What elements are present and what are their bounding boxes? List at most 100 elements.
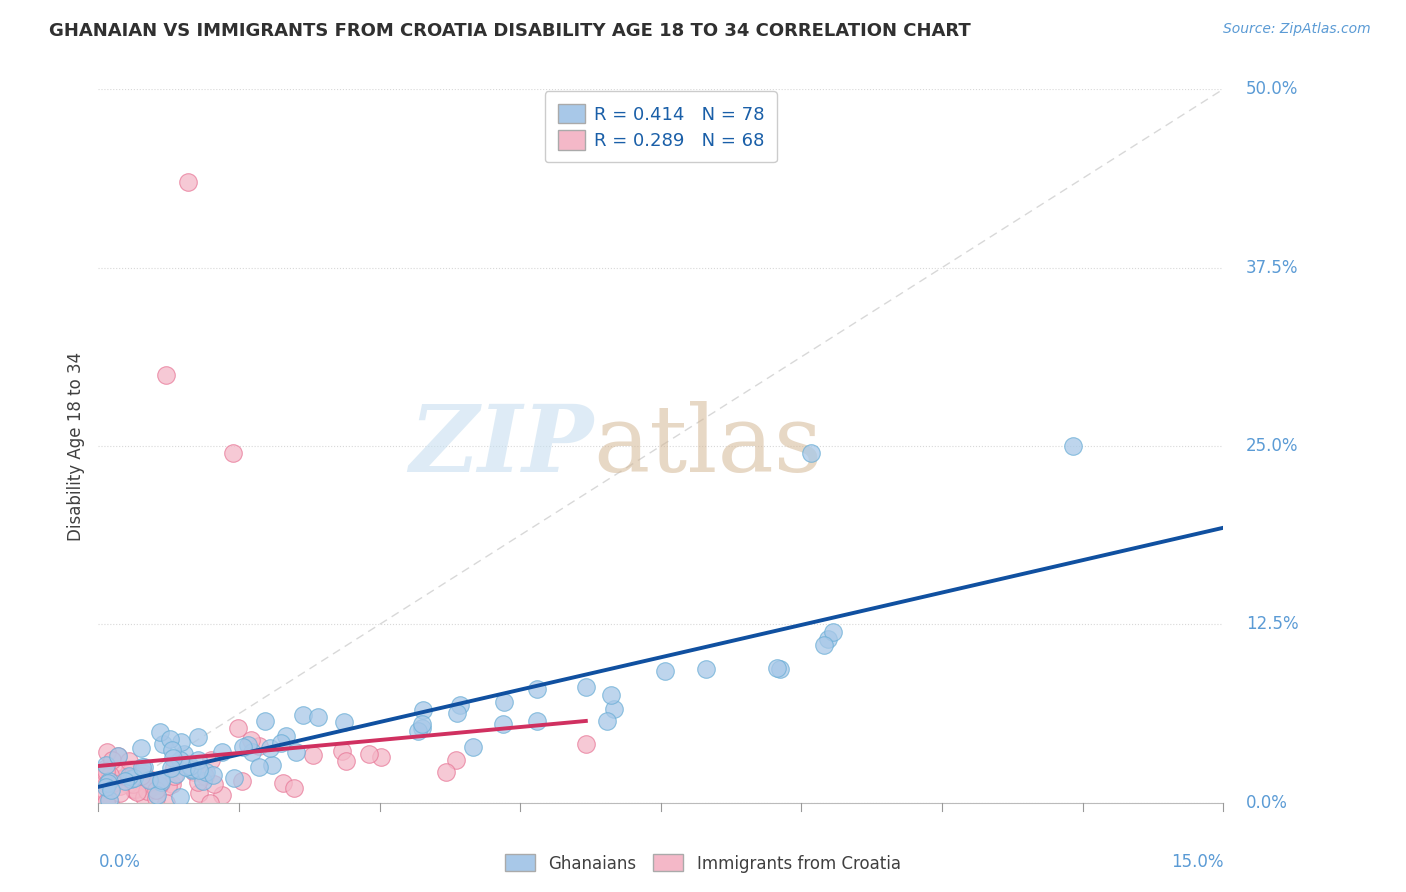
Point xyxy=(449,698,471,712)
Point xyxy=(766,660,789,674)
Point xyxy=(155,796,177,810)
Point xyxy=(800,446,823,460)
Point xyxy=(94,780,117,795)
Point xyxy=(145,782,167,797)
Point xyxy=(94,760,117,774)
Point xyxy=(96,745,118,759)
Point xyxy=(291,708,314,723)
Point xyxy=(107,748,129,763)
Point xyxy=(411,721,433,735)
Point xyxy=(103,776,125,790)
Point xyxy=(575,738,598,752)
Point xyxy=(159,731,181,746)
Point xyxy=(240,745,263,759)
Point xyxy=(155,368,177,382)
Point xyxy=(492,717,515,731)
Point xyxy=(163,769,186,783)
Point xyxy=(187,730,209,744)
Point xyxy=(122,772,145,786)
Point xyxy=(115,768,138,782)
Point xyxy=(94,766,117,780)
Point xyxy=(149,724,172,739)
Point xyxy=(122,777,145,791)
Point xyxy=(94,777,117,791)
Text: GHANAIAN VS IMMIGRANTS FROM CROATIA DISABILITY AGE 18 TO 34 CORRELATION CHART: GHANAIAN VS IMMIGRANTS FROM CROATIA DISA… xyxy=(49,22,972,40)
Point xyxy=(202,768,225,782)
Point xyxy=(187,753,209,767)
Point xyxy=(260,758,283,772)
Point xyxy=(494,695,516,709)
Point xyxy=(232,739,254,754)
Point xyxy=(654,664,676,678)
Point xyxy=(118,769,141,783)
Point xyxy=(94,757,117,772)
Point xyxy=(231,774,253,789)
Point xyxy=(187,763,209,777)
Point xyxy=(165,767,187,781)
Point xyxy=(120,772,142,786)
Text: ZIP: ZIP xyxy=(409,401,593,491)
Point xyxy=(129,741,152,756)
Point xyxy=(159,761,181,775)
Point xyxy=(146,789,169,803)
Point xyxy=(96,785,118,799)
Point xyxy=(131,771,153,785)
Point xyxy=(187,774,209,789)
Text: Source: ZipAtlas.com: Source: ZipAtlas.com xyxy=(1223,22,1371,37)
Point xyxy=(222,446,245,460)
Point xyxy=(138,773,160,788)
Point xyxy=(194,769,217,783)
Point xyxy=(411,717,433,731)
Point xyxy=(357,747,380,762)
Point xyxy=(129,769,152,783)
Point xyxy=(370,749,392,764)
Point xyxy=(101,753,124,767)
Point xyxy=(406,724,429,739)
Point xyxy=(187,786,209,800)
Text: 25.0%: 25.0% xyxy=(1246,437,1298,455)
Point xyxy=(183,765,205,780)
Text: 50.0%: 50.0% xyxy=(1246,80,1298,98)
Point xyxy=(169,753,191,767)
Point xyxy=(162,751,184,765)
Point xyxy=(97,776,120,790)
Point xyxy=(100,783,122,797)
Point xyxy=(595,714,617,728)
Point xyxy=(122,783,145,797)
Legend: Ghanaians, Immigrants from Croatia: Ghanaians, Immigrants from Croatia xyxy=(499,847,907,880)
Point xyxy=(240,733,263,747)
Point xyxy=(200,754,222,768)
Point xyxy=(98,768,121,782)
Point xyxy=(173,747,195,762)
Point xyxy=(307,710,329,724)
Point xyxy=(333,715,356,730)
Y-axis label: Disability Age 18 to 34: Disability Age 18 to 34 xyxy=(66,351,84,541)
Text: 37.5%: 37.5% xyxy=(1246,259,1298,277)
Text: 0.0%: 0.0% xyxy=(98,853,141,871)
Point xyxy=(98,796,121,810)
Point xyxy=(1062,439,1084,453)
Point xyxy=(105,762,128,776)
Point xyxy=(446,753,468,767)
Point xyxy=(813,639,835,653)
Point xyxy=(150,774,173,789)
Text: 15.0%: 15.0% xyxy=(1171,853,1223,871)
Point xyxy=(181,762,204,776)
Point xyxy=(446,706,468,720)
Point xyxy=(191,773,214,788)
Point xyxy=(575,680,598,694)
Point xyxy=(412,703,434,717)
Point xyxy=(152,737,174,751)
Point xyxy=(156,779,179,793)
Point xyxy=(134,760,156,774)
Text: 0.0%: 0.0% xyxy=(1246,794,1288,812)
Point xyxy=(254,714,277,729)
Point xyxy=(114,774,136,789)
Point xyxy=(821,625,844,640)
Point xyxy=(211,745,233,759)
Point xyxy=(138,776,160,790)
Point xyxy=(162,743,184,757)
Point xyxy=(463,739,485,754)
Point xyxy=(163,760,186,774)
Point xyxy=(330,744,353,758)
